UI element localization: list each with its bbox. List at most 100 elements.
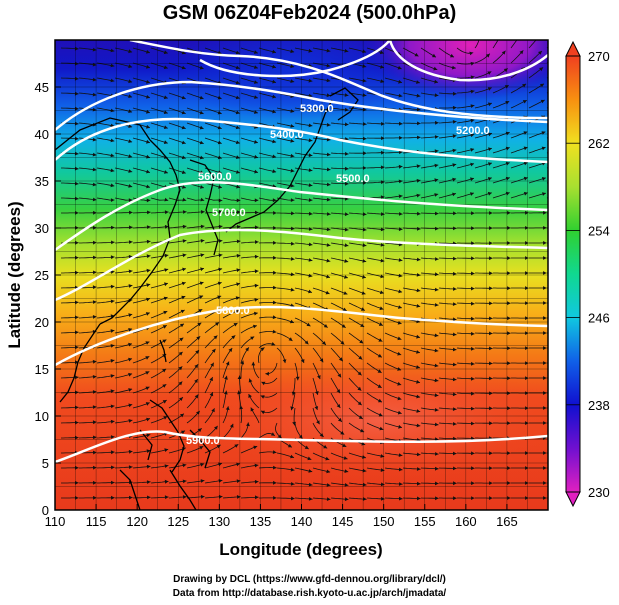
streamline-arrow	[398, 194, 403, 199]
colorbar-top-arrow	[565, 40, 581, 57]
streamline-arrow	[182, 185, 186, 189]
streamline-arrow	[110, 419, 115, 424]
streamline-arrow	[507, 346, 511, 351]
streamline-arrow	[199, 125, 204, 130]
streamline-arrow	[235, 50, 240, 55]
streamline-arrow	[525, 210, 529, 215]
streamline-arrow	[561, 226, 565, 230]
streamline-arrow	[470, 118, 475, 123]
streamline-arrow	[471, 211, 475, 216]
streamline-arrow	[434, 333, 439, 338]
streamline-arrow	[273, 270, 277, 275]
streamline	[546, 197, 548, 199]
streamline-arrow	[129, 495, 133, 500]
streamline-arrow	[110, 344, 115, 348]
streamline-arrow	[362, 243, 367, 248]
streamline-arrow	[452, 392, 457, 397]
streamline-arrow	[361, 291, 366, 295]
streamline-arrow	[522, 83, 527, 88]
streamline-arrow	[525, 331, 529, 335]
streamline-arrow	[434, 149, 439, 154]
streamline-arrow	[308, 168, 313, 172]
streamline-arrow	[290, 183, 295, 188]
streamline-arrow	[93, 495, 97, 500]
streamline-arrow	[377, 384, 382, 388]
streamline-arrow	[178, 381, 183, 386]
streamline-arrow	[92, 315, 97, 319]
streamline-arrow	[128, 269, 133, 274]
streamline-arrow	[272, 300, 277, 305]
streamline-arrow	[163, 65, 168, 70]
streamline-arrow	[146, 184, 150, 189]
streamline-arrow	[162, 368, 167, 373]
streamline-arrow	[128, 64, 133, 69]
streamline-arrow	[317, 375, 321, 380]
streamline-arrow	[471, 481, 475, 486]
streamline-arrow	[489, 211, 493, 215]
streamline-arrow	[471, 331, 475, 336]
streamline-arrow	[110, 168, 115, 173]
streamline	[546, 182, 548, 184]
streamline-arrow	[358, 415, 363, 419]
streamline-arrow	[471, 316, 475, 321]
streamline-arrow	[236, 253, 241, 258]
streamline	[546, 122, 548, 124]
streamline-arrow	[110, 359, 115, 363]
streamline-arrow	[239, 405, 244, 410]
streamline-arrow	[434, 437, 439, 442]
streamline-arrow	[434, 422, 439, 427]
streamline-arrow	[128, 94, 133, 98]
streamline-arrow	[234, 309, 239, 314]
streamline-arrow	[199, 95, 204, 100]
streamline-arrow	[345, 197, 349, 201]
streamline-arrow	[218, 224, 223, 229]
y-tick-label: 30	[35, 221, 49, 236]
streamline-arrow	[254, 198, 259, 203]
streamline-arrow	[337, 373, 342, 378]
contour-label: 5200.0	[456, 125, 490, 137]
streamline-arrow	[225, 406, 230, 411]
streamline-arrow	[561, 361, 565, 365]
streamline-arrow	[253, 324, 257, 329]
streamline-arrow	[261, 381, 266, 386]
streamline-arrow	[291, 226, 295, 231]
contour-label: 5700.0	[212, 207, 246, 219]
streamline-arrow	[470, 133, 475, 138]
streamline-arrow	[146, 449, 151, 453]
y-tick-label: 15	[35, 362, 49, 377]
streamline-arrow	[326, 258, 331, 263]
streamline-arrow	[200, 253, 205, 257]
streamline	[546, 76, 548, 79]
streamline-arrow	[307, 456, 312, 461]
streamline-arrow	[164, 464, 169, 468]
streamline-arrow	[326, 63, 331, 68]
streamline-arrow	[235, 296, 240, 300]
streamline	[510, 40, 518, 49]
y-tick-label: 25	[35, 268, 49, 283]
streamline-arrow	[453, 211, 457, 216]
streamline-arrow	[435, 120, 439, 125]
streamline-arrow	[245, 347, 249, 352]
streamline-arrow	[178, 351, 183, 356]
contour-label: 5900.0	[186, 435, 220, 447]
x-tick-label: 125	[167, 514, 189, 529]
streamline-arrow	[162, 400, 167, 404]
streamline-arrow	[181, 50, 186, 55]
streamline-arrow	[75, 345, 79, 350]
streamline-arrow	[489, 256, 493, 261]
y-tick-label: 35	[35, 174, 49, 189]
streamline-arrow	[543, 286, 547, 290]
streamline-arrow	[218, 185, 222, 189]
streamline-arrow	[254, 80, 258, 84]
streamline-arrow	[344, 48, 349, 53]
streamline-arrow	[342, 443, 347, 447]
streamline-arrow	[179, 397, 183, 401]
streamline-arrow	[381, 136, 385, 141]
streamline-arrow	[272, 450, 277, 454]
streamline-arrow	[209, 392, 214, 397]
streamline-arrow	[525, 256, 529, 260]
streamline-arrow	[92, 47, 97, 52]
streamline-arrow	[397, 381, 402, 386]
streamline	[546, 107, 548, 109]
streamline-arrow	[380, 212, 385, 216]
